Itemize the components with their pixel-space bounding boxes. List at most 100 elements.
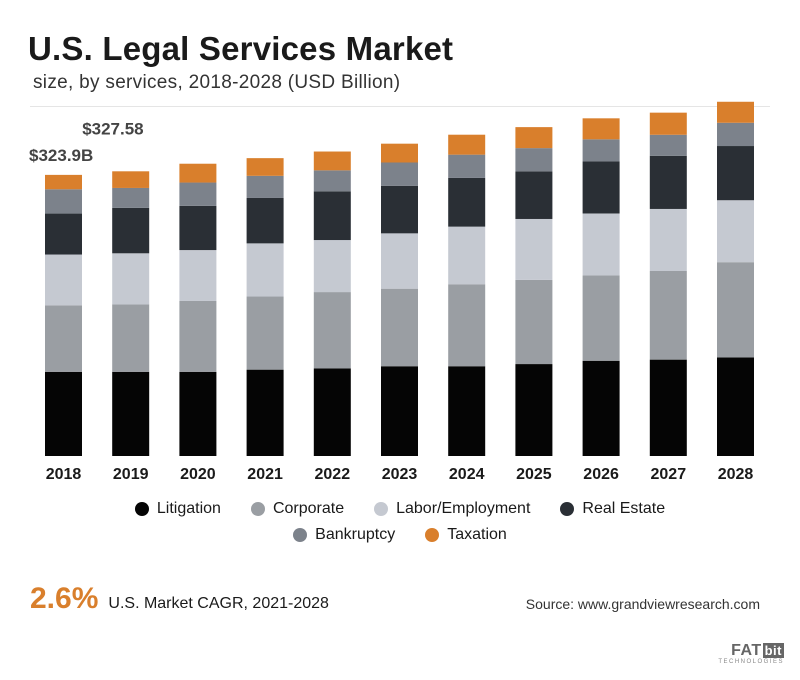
legend-item-labor-employment: Labor/Employment: [374, 500, 530, 518]
bar-segment-real-estate-2024: [448, 177, 486, 227]
chart-title: U.S. Legal Services Market: [28, 30, 454, 67]
logo-subtext: TECHNOLOGIES: [718, 659, 784, 665]
legend-label: Taxation: [447, 526, 507, 543]
bar-segment-bankruptcy-2028: [717, 122, 754, 147]
bar-segment-real-estate-2021: [246, 197, 284, 244]
legend-label: Labor/Employment: [396, 500, 531, 517]
x-tick-label-2028: 2028: [718, 466, 754, 483]
bar-segment-real-estate-2025: [515, 171, 553, 219]
bar-segment-labor-employment-2018: [45, 254, 82, 306]
legend-item-litigation: Litigation: [134, 500, 221, 518]
x-tick-label-2024: 2024: [449, 466, 485, 483]
bar-segment-litigation-2027: [649, 359, 687, 456]
chart-legend: Litigation Corporate Labor/Employment Real …: [0, 500, 800, 544]
legend-label: Litigation: [156, 500, 221, 517]
bar-segment-taxation-2028: [717, 101, 754, 123]
x-tick-label-2027: 2027: [651, 466, 687, 483]
bar-segment-labor-employment-2021: [246, 243, 284, 297]
bar-segment-taxation-2021: [246, 158, 284, 176]
legend-label: Corporate: [272, 500, 345, 517]
bar-segment-litigation-2026: [582, 360, 620, 456]
bar-segment-labor-employment-2024: [448, 226, 486, 285]
x-tick-label-2023: 2023: [382, 466, 418, 483]
bar-segment-litigation-2028: [717, 357, 754, 456]
legend-item-taxation: Taxation: [425, 526, 507, 544]
bar-segment-labor-employment-2020: [179, 250, 217, 301]
stacked-bar-chart: 2018 2019 2020 2021 2022 2023 2024 2025 2026 2027…: [29, 101, 754, 483]
legend-label: Real Estate: [582, 500, 666, 517]
bar-segment-bankruptcy-2027: [649, 134, 687, 156]
bar-segment-taxation-2019: [112, 171, 150, 188]
bar-segment-real-estate-2028: [717, 146, 754, 201]
bar-segment-litigation-2019: [112, 371, 150, 456]
cagr-block: 2.6% U.S. Market CAGR, 2021-2028: [30, 582, 329, 616]
bar-segment-labor-employment-2025: [515, 218, 553, 280]
bar-segment-corporate-2028: [717, 262, 754, 358]
bar-segment-bankruptcy-2023: [381, 162, 418, 186]
cagr-value: 2.6%: [30, 582, 99, 615]
bar-segment-real-estate-2027: [649, 155, 687, 209]
bar-segment-corporate-2022: [313, 292, 351, 369]
bar-segment-labor-employment-2027: [649, 208, 687, 271]
cagr-label: U.S. Market CAGR, 2021-2028: [108, 595, 329, 612]
bar-segment-taxation-2020: [179, 163, 217, 183]
x-tick-label-2026: 2026: [583, 466, 619, 483]
legend-swatch: [134, 502, 149, 516]
data-label-2018: $323.9B: [29, 146, 93, 165]
bar-segment-corporate-2027: [649, 270, 687, 360]
bar-segment-labor-employment-2022: [313, 240, 351, 293]
bar-segment-real-estate-2023: [381, 185, 418, 234]
legend-swatch: [425, 528, 440, 542]
bar-segment-taxation-2027: [649, 112, 687, 135]
bar-segment-taxation-2026: [582, 118, 620, 140]
bar-segment-labor-employment-2023: [381, 233, 418, 289]
bar-segment-real-estate-2020: [179, 205, 217, 251]
source-text: Source: www.grandviewresearch.com: [525, 596, 760, 612]
legend-item-corporate: Corporate: [250, 500, 345, 518]
legend-swatch: [250, 502, 265, 516]
bar-segment-litigation-2022: [313, 368, 351, 456]
bar-segment-taxation-2025: [515, 127, 553, 149]
legend-swatch: [374, 502, 389, 516]
bar-segment-litigation-2020: [179, 371, 217, 456]
bar-segment-litigation-2025: [515, 364, 553, 456]
bar-segment-labor-employment-2028: [717, 200, 754, 263]
bar-segment-bankruptcy-2020: [179, 182, 217, 206]
bar-segment-taxation-2023: [381, 143, 418, 163]
bar-segment-real-estate-2026: [582, 161, 620, 214]
x-tick-label-2019: 2019: [113, 466, 149, 483]
bar-segment-bankruptcy-2019: [112, 187, 150, 208]
bar-segment-corporate-2026: [582, 275, 620, 361]
bar-segment-real-estate-2019: [112, 207, 150, 254]
bar-segment-corporate-2019: [112, 304, 150, 372]
bar-segment-litigation-2023: [381, 366, 418, 456]
x-tick-label-2018: 2018: [46, 466, 82, 483]
bar-segment-labor-employment-2026: [582, 213, 620, 276]
logo-main-text: FAT: [731, 642, 762, 659]
legend-swatch: [293, 528, 308, 542]
bar-segment-litigation-2018: [45, 371, 82, 456]
header-divider: [30, 106, 770, 107]
legend-item-real-estate: Real Estate: [560, 500, 665, 518]
legend-label: Bankruptcy: [315, 526, 396, 543]
bar-segment-bankruptcy-2024: [448, 154, 486, 178]
bar-segment-corporate-2025: [515, 279, 553, 365]
bar-segment-corporate-2024: [448, 284, 486, 367]
bar-segment-litigation-2024: [448, 366, 486, 456]
legend-item-bankruptcy: Bankruptcy: [293, 526, 395, 544]
bar-segment-corporate-2018: [45, 305, 82, 372]
x-tick-label-2021: 2021: [247, 466, 283, 483]
data-label-2019: $327.58: [82, 119, 143, 138]
bar-segment-bankruptcy-2026: [582, 139, 620, 162]
legend-row: Bankruptcy Taxation: [293, 526, 507, 544]
bar-segment-taxation-2018: [45, 174, 82, 190]
bar-segment-taxation-2022: [313, 151, 351, 171]
x-tick-label-2020: 2020: [180, 466, 216, 483]
logo-bit-text: bit: [762, 643, 784, 658]
x-tick-label-2025: 2025: [516, 466, 552, 483]
bar-segment-corporate-2020: [179, 300, 217, 372]
bar-segment-bankruptcy-2018: [45, 189, 82, 214]
bar-segment-labor-employment-2019: [112, 253, 150, 305]
bar-segment-bankruptcy-2025: [515, 148, 553, 172]
brand-logo: FAT bit TECHNOLOGIES: [718, 642, 784, 665]
